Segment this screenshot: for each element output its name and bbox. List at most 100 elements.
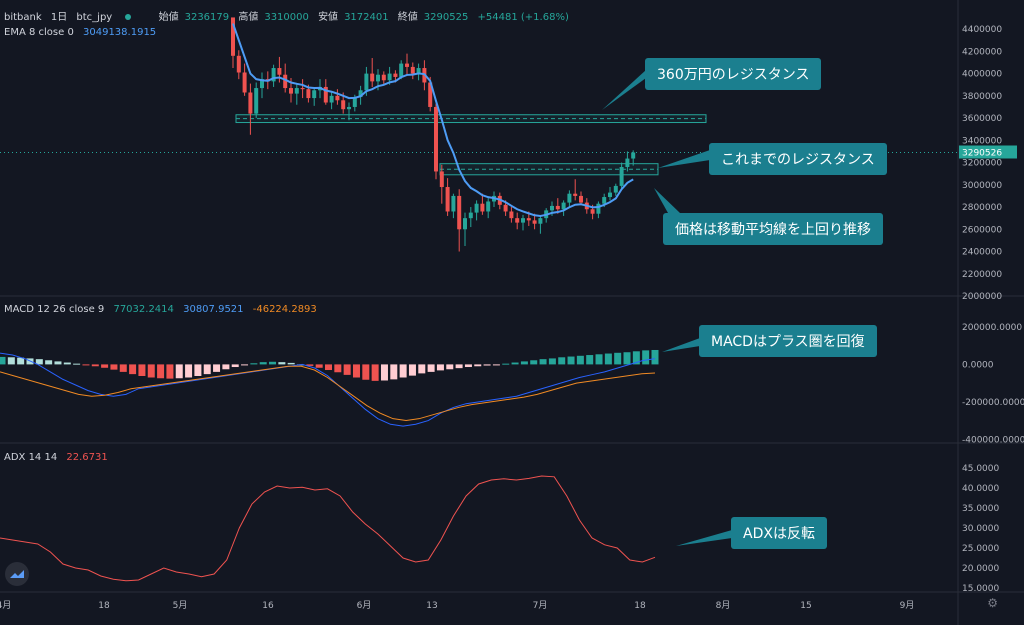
macd-histogram-bar	[325, 364, 332, 371]
candle-body	[550, 205, 554, 211]
time-axis-tick-label: 9月	[900, 600, 915, 611]
macd-histogram-bar	[138, 364, 146, 377]
candle-body	[445, 187, 450, 212]
candle-body	[573, 193, 578, 196]
macd-histogram-bar	[241, 364, 249, 366]
macd-histogram-bar	[408, 364, 416, 376]
macd-histogram-bar	[567, 356, 575, 365]
candle-body	[381, 74, 386, 81]
candle-body	[341, 100, 346, 110]
callout-prev-resistance: これまでのレジスタンス	[709, 143, 887, 175]
candle-body	[526, 218, 531, 221]
ema-legend[interactable]: EMA 8 close 0 3049138.1915	[4, 27, 162, 38]
macd-histogram-bar	[548, 358, 556, 365]
macd-histogram-bar	[45, 360, 53, 365]
macd-histogram-bar	[380, 364, 388, 381]
price-axis-tick-label: 3000000	[962, 181, 1002, 191]
callout-pointer	[662, 338, 700, 352]
candle-body	[370, 73, 375, 82]
time-axis-tick-label: 18	[634, 601, 646, 611]
candle-body	[590, 209, 595, 214]
macd-histogram-bar	[539, 359, 547, 365]
macd-legend[interactable]: MACD 12 26 close 9 77032.2414 30807.9521…	[4, 304, 323, 315]
macd-histogram-bar	[483, 364, 491, 366]
candle-body	[271, 68, 276, 82]
macd-histogram-bar	[287, 362, 295, 365]
candle-body	[260, 79, 264, 89]
candle-body	[289, 88, 293, 94]
candle-body	[248, 92, 253, 114]
time-axis-tick-label: 6月	[357, 600, 372, 611]
candle-body	[323, 86, 328, 103]
candle-body	[457, 195, 462, 230]
time-axis-tick-label: 15	[800, 601, 811, 611]
macd-histogram-bar	[474, 364, 482, 367]
candle-body	[312, 90, 317, 99]
time-axis-tick-label: 5月	[173, 600, 188, 611]
macd-histogram-bar	[651, 349, 659, 365]
macd-histogram-bar	[502, 363, 510, 365]
tradingview-logo-icon[interactable]	[5, 562, 29, 586]
macd-histogram-bar	[520, 361, 528, 365]
candle-body	[405, 63, 409, 67]
callout-macd-recover: MACDはプラス圏を回復	[699, 325, 877, 357]
candle-body	[416, 68, 421, 74]
candle-body	[335, 95, 340, 101]
candle-body	[231, 17, 235, 56]
macd-histogram-bar	[418, 364, 426, 374]
candle-body	[619, 167, 624, 186]
macd-histogram-bar	[222, 364, 230, 370]
ohlc-high-value: 3310000	[264, 12, 309, 23]
time-axis-tick-label: 4月	[0, 600, 11, 611]
candle-body	[509, 211, 514, 219]
macd-histogram-bar	[166, 364, 174, 379]
adx-legend-value: 22.6731	[66, 452, 108, 463]
price-axis-tick-label: 3800000	[962, 92, 1002, 102]
ohlc-open-label: 始値	[158, 12, 179, 23]
candle-body	[352, 96, 357, 107]
adx-axis-tick-label: 45.0000	[962, 464, 999, 474]
macd-histogram-bar	[390, 364, 398, 380]
symbol-legend: bitbank 1日 btc_jpy 始値 3236179 高値 3310000 安…	[4, 8, 575, 23]
candle-body	[613, 185, 618, 193]
candle-body	[294, 88, 299, 94]
candle-body	[434, 106, 438, 172]
macd-histogram-bar	[101, 364, 109, 368]
macd-histogram-bar	[110, 364, 118, 370]
macd-histogram-bar	[371, 364, 379, 381]
macd-histogram-bar	[175, 364, 183, 379]
price-axis-tick-label: 4400000	[962, 25, 1002, 35]
ohlc-low-label: 安値	[318, 12, 339, 23]
symbol-label: btc_jpy	[76, 12, 113, 23]
exchange-label: bitbank	[4, 12, 42, 23]
macd-histogram-bar	[0, 356, 6, 365]
settings-gear-icon[interactable]: ⚙	[987, 596, 998, 610]
candle-body	[376, 74, 380, 82]
macd-histogram-bar	[362, 364, 370, 380]
adx-legend[interactable]: ADX 14 14 22.6731	[4, 452, 114, 463]
candle-body	[625, 158, 630, 168]
candle-body	[387, 73, 392, 81]
callout-pointer	[654, 188, 680, 213]
adx-axis-tick-label: 15.0000	[962, 584, 999, 594]
callout-pointer	[676, 530, 732, 546]
time-axis-tick-label: 18	[98, 601, 110, 611]
macd-histogram-bar	[576, 355, 584, 365]
macd-signal-line	[0, 365, 656, 422]
candle-body	[358, 90, 363, 97]
candle-body	[236, 55, 241, 73]
macd-histogram-bar	[203, 364, 211, 375]
price-axis-tick-label: 4200000	[962, 47, 1002, 57]
macd-histogram-bar	[315, 364, 323, 368]
adx-axis-tick-label: 35.0000	[962, 504, 999, 514]
candle-body	[242, 72, 247, 93]
adx-line	[0, 475, 656, 582]
ohlc-close-value: 3290525	[423, 12, 469, 23]
adx-axis-tick-label: 25.0000	[962, 544, 999, 554]
callout-resistance-360: 360万円のレジスタンス	[645, 58, 822, 90]
macd-histogram-bar	[614, 352, 622, 365]
callout-pointer	[658, 150, 710, 168]
candle-body	[579, 195, 583, 203]
candle-body	[410, 66, 415, 74]
price-axis-tick-label: 2000000	[962, 292, 1002, 302]
